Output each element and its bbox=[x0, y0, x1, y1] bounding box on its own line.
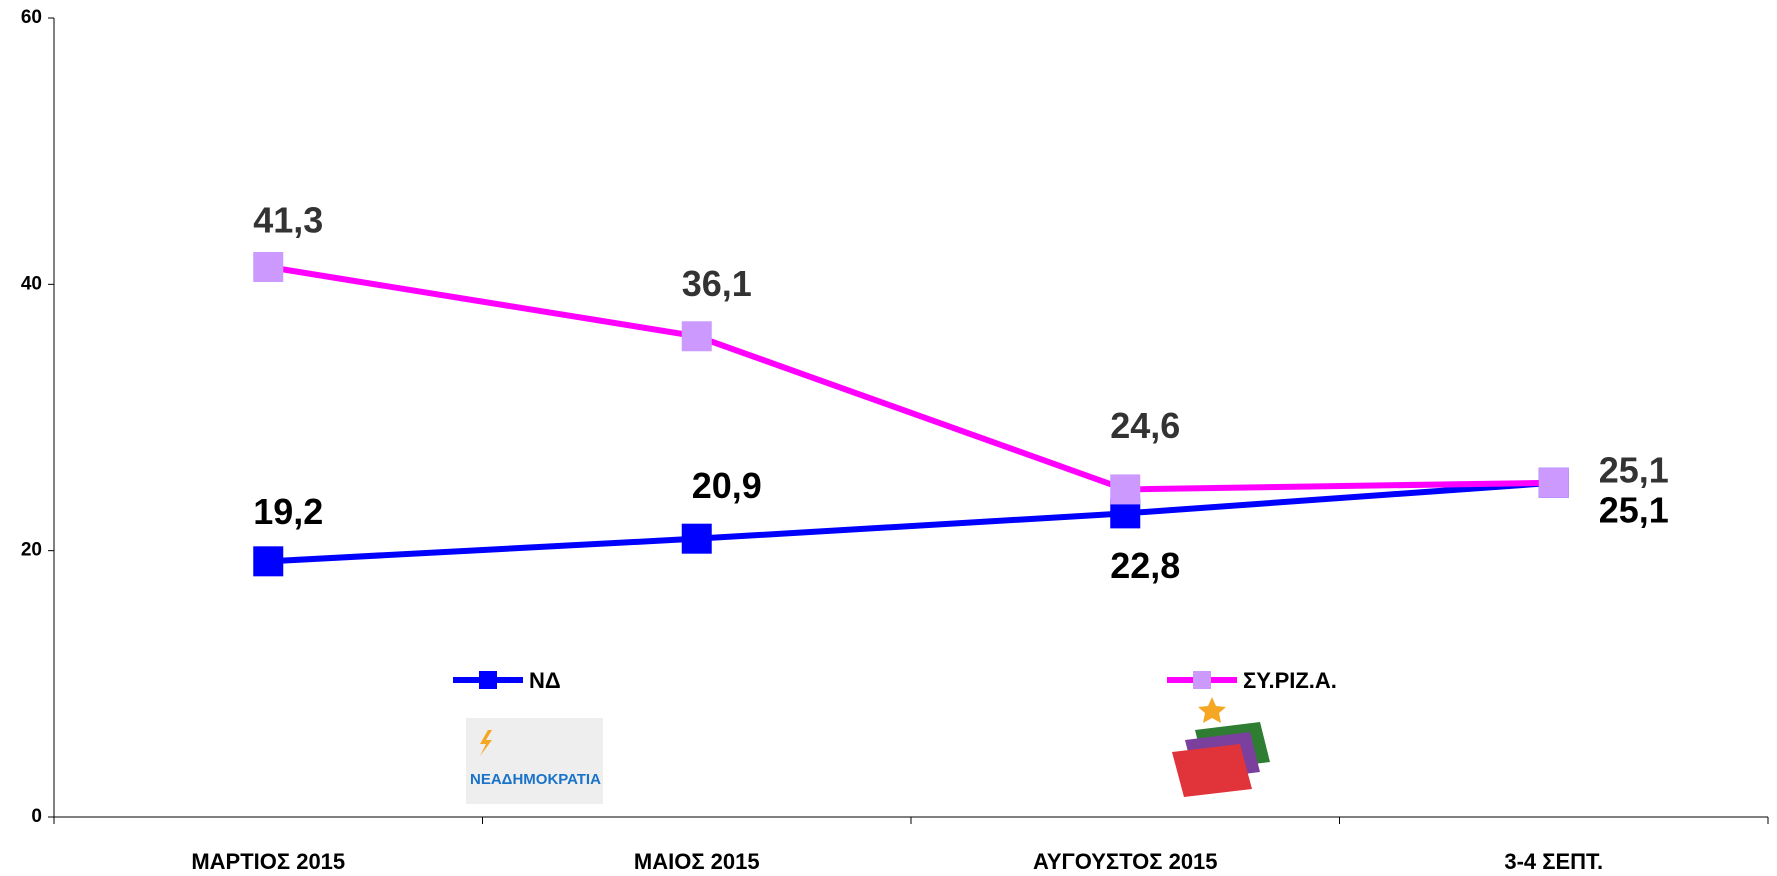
nd-logo: ΝΕΑΔΗΜΟΚΡΑΤΙΑ bbox=[466, 718, 603, 804]
logo-bg bbox=[466, 718, 603, 804]
x-tick-label: ΜΑΙΟΣ 2015 bbox=[634, 849, 760, 874]
x-tick-label: 3-4 ΣΕΠΤ. bbox=[1504, 849, 1603, 874]
legend-label: ΝΔ bbox=[529, 668, 561, 693]
data-label: 24,6 bbox=[1110, 405, 1180, 446]
data-label: 22,8 bbox=[1110, 545, 1180, 586]
logo-text: ΝΕΑΔΗΜΟΚΡΑΤΙΑ bbox=[470, 771, 601, 788]
x-tick-label: ΑΥΓΟΥΣΤΟΣ 2015 bbox=[1033, 849, 1218, 874]
data-label: 19,2 bbox=[253, 491, 323, 532]
y-tick-label: 0 bbox=[31, 806, 42, 827]
marker bbox=[1110, 474, 1141, 505]
marker bbox=[681, 523, 712, 554]
y-tick-label: 40 bbox=[21, 273, 42, 294]
legend-label: ΣΥ.ΡΙΖ.Α. bbox=[1243, 668, 1337, 693]
data-label: 25,1 bbox=[1599, 449, 1669, 490]
data-label: 41,3 bbox=[253, 200, 323, 241]
marker bbox=[1538, 467, 1569, 498]
data-label: 20,9 bbox=[692, 465, 762, 506]
logo-star bbox=[1198, 697, 1226, 723]
data-label: 36,1 bbox=[682, 263, 752, 304]
data-label: 25,1 bbox=[1599, 489, 1669, 530]
legend-marker bbox=[479, 671, 497, 689]
series-line bbox=[268, 479, 1554, 565]
y-tick-label: 60 bbox=[21, 7, 42, 28]
marker bbox=[253, 252, 284, 283]
marker bbox=[681, 321, 712, 352]
logo-bolt bbox=[480, 730, 492, 756]
legend-marker bbox=[1193, 671, 1211, 689]
x-tick-label: ΜΑΡΤΙΟΣ 2015 bbox=[191, 849, 345, 874]
syriza-logo bbox=[1172, 697, 1270, 797]
y-tick-label: 20 bbox=[21, 540, 42, 561]
marker bbox=[253, 546, 284, 577]
series-line bbox=[267, 264, 1554, 493]
logo-flag bbox=[1172, 744, 1252, 797]
